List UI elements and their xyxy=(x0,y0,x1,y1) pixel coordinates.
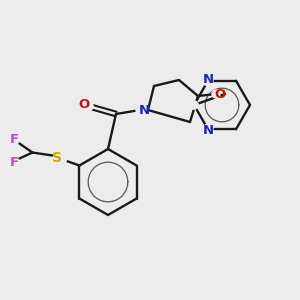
Text: F: F xyxy=(10,133,19,146)
Circle shape xyxy=(190,101,198,109)
Text: O: O xyxy=(78,98,90,112)
Circle shape xyxy=(190,101,198,109)
Circle shape xyxy=(58,155,66,164)
Text: N: N xyxy=(202,73,214,86)
Text: S: S xyxy=(52,151,62,164)
Circle shape xyxy=(83,101,93,111)
Circle shape xyxy=(203,76,213,86)
Text: N: N xyxy=(138,103,150,116)
Circle shape xyxy=(212,90,220,98)
Circle shape xyxy=(203,124,213,134)
Text: O: O xyxy=(214,88,226,100)
Text: F: F xyxy=(10,156,19,169)
Text: N: N xyxy=(202,124,214,137)
Circle shape xyxy=(136,106,144,114)
